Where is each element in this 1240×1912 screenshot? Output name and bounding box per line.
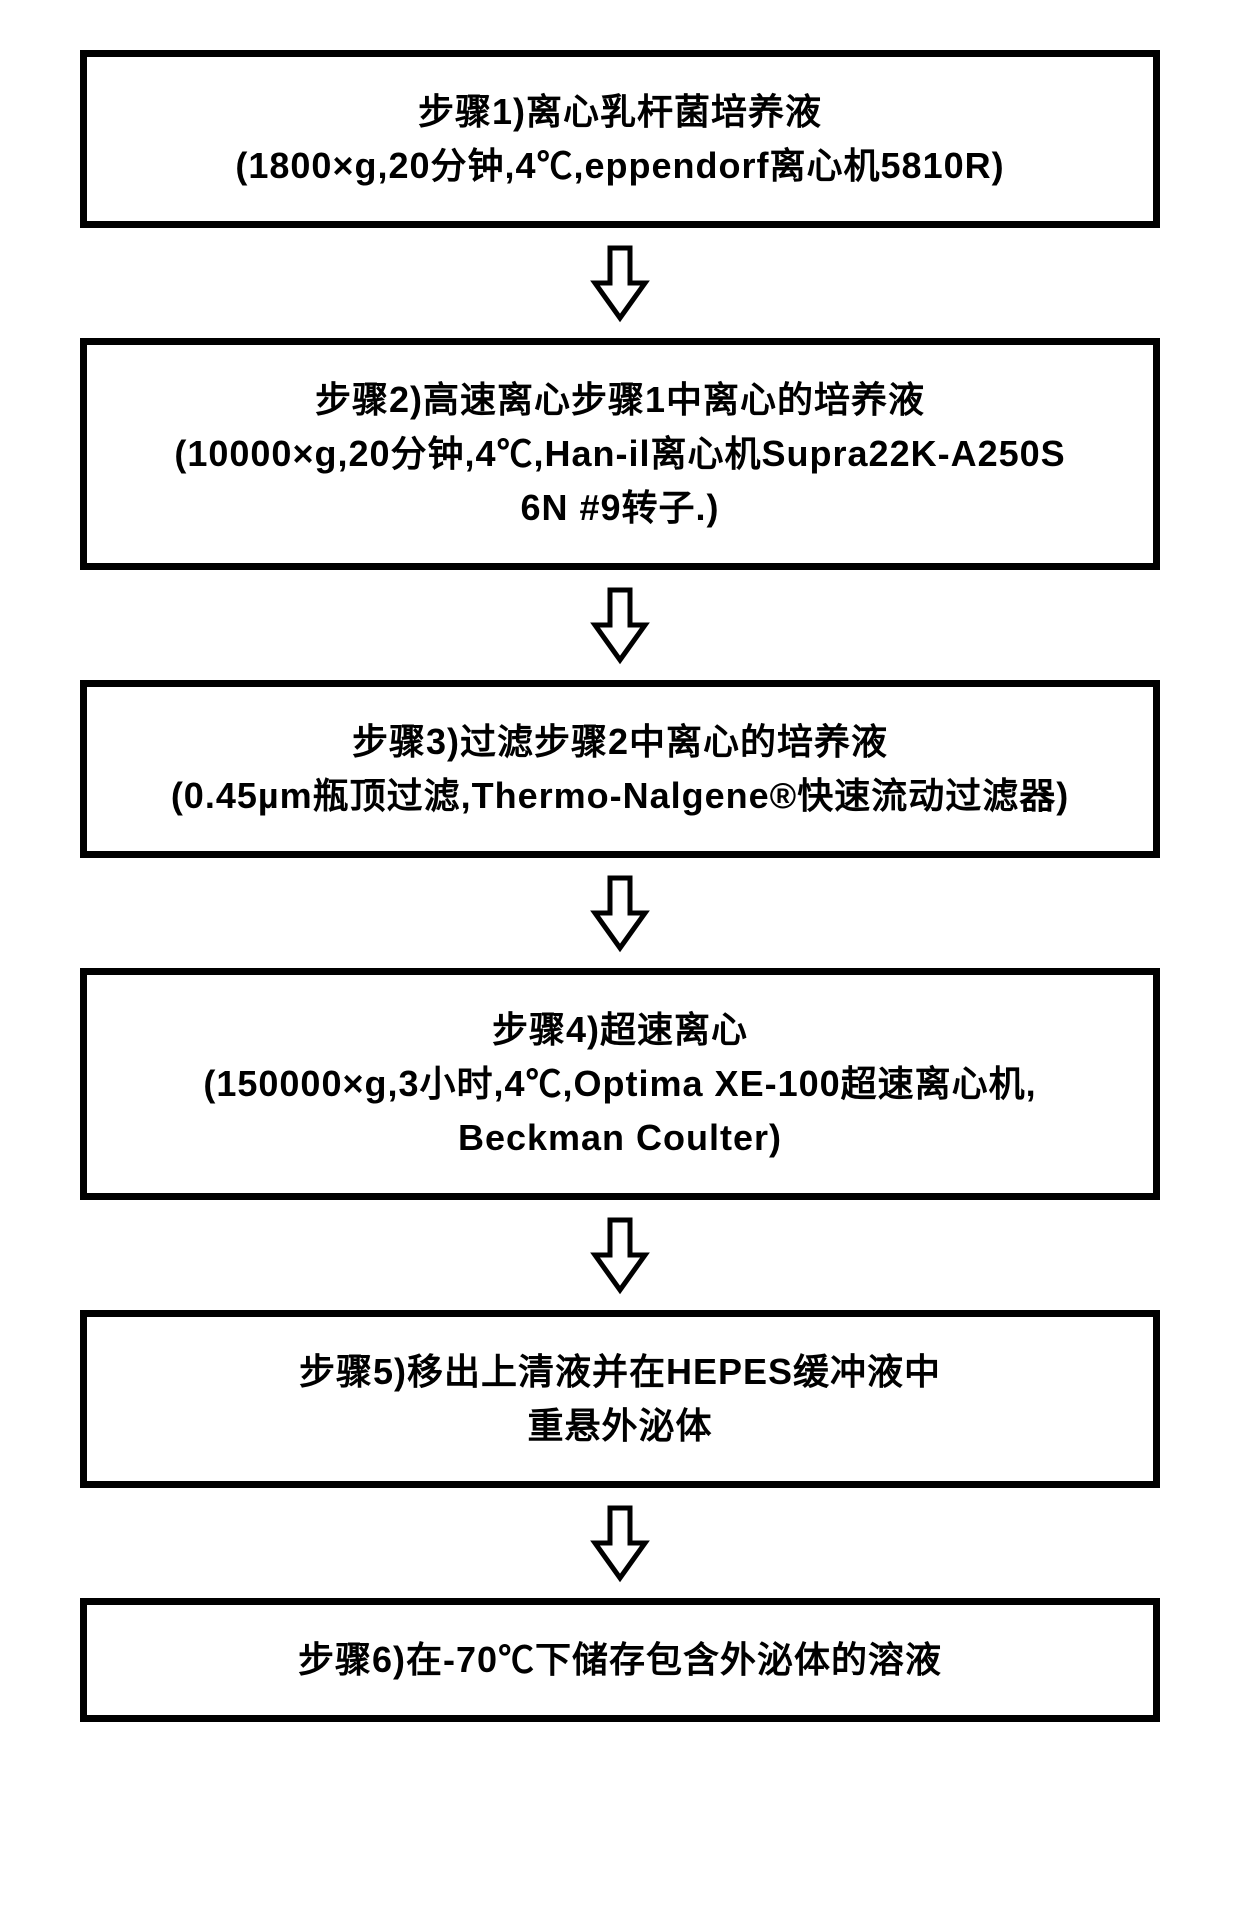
down-arrow-icon — [590, 585, 650, 665]
arrow-2 — [590, 570, 650, 680]
down-arrow-icon — [590, 873, 650, 953]
step-2-line2: (10000×g,20分钟,4℃,Han-il离心机Supra22K-A250S — [174, 427, 1065, 481]
step-1-line2: (1800×g,20分钟,4℃,eppendorf离心机5810R) — [235, 139, 1004, 193]
step-4-line3: Beckman Coulter) — [458, 1111, 782, 1165]
step-2-line1: 步骤2)高速离心步骤1中离心的培养液 — [315, 373, 925, 427]
step-3-box: 步骤3)过滤步骤2中离心的培养液 (0.45µm瓶顶过滤,Thermo-Nalg… — [80, 680, 1160, 858]
arrow-1 — [590, 228, 650, 338]
step-4-line1: 步骤4)超速离心 — [492, 1003, 748, 1057]
arrow-5 — [590, 1488, 650, 1598]
step-5-line2: 重悬外泌体 — [527, 1399, 712, 1453]
step-3-line2: (0.45µm瓶顶过滤,Thermo-Nalgene®快速流动过滤器) — [171, 769, 1069, 823]
flowchart-container: 步骤1)离心乳杆菌培养液 (1800×g,20分钟,4℃,eppendorf离心… — [80, 50, 1160, 1722]
step-2-line3: 6N #9转子.) — [520, 481, 719, 535]
step-5-box: 步骤5)移出上清液并在HEPES缓冲液中 重悬外泌体 — [80, 1310, 1160, 1488]
step-1-box: 步骤1)离心乳杆菌培养液 (1800×g,20分钟,4℃,eppendorf离心… — [80, 50, 1160, 228]
step-2-box: 步骤2)高速离心步骤1中离心的培养液 (10000×g,20分钟,4℃,Han-… — [80, 338, 1160, 570]
step-5-line1: 步骤5)移出上清液并在HEPES缓冲液中 — [299, 1345, 941, 1399]
down-arrow-icon — [590, 1503, 650, 1583]
step-1-line1: 步骤1)离心乳杆菌培养液 — [418, 85, 822, 139]
step-4-box: 步骤4)超速离心 (150000×g,3小时,4℃,Optima XE-100超… — [80, 968, 1160, 1200]
down-arrow-icon — [590, 1215, 650, 1295]
step-4-line2: (150000×g,3小时,4℃,Optima XE-100超速离心机, — [203, 1057, 1036, 1111]
arrow-4 — [590, 1200, 650, 1310]
step-6-box: 步骤6)在-70℃下储存包含外泌体的溶液 — [80, 1598, 1160, 1722]
step-3-line1: 步骤3)过滤步骤2中离心的培养液 — [352, 715, 888, 769]
arrow-3 — [590, 858, 650, 968]
down-arrow-icon — [590, 243, 650, 323]
step-6-line1: 步骤6)在-70℃下储存包含外泌体的溶液 — [298, 1633, 942, 1687]
